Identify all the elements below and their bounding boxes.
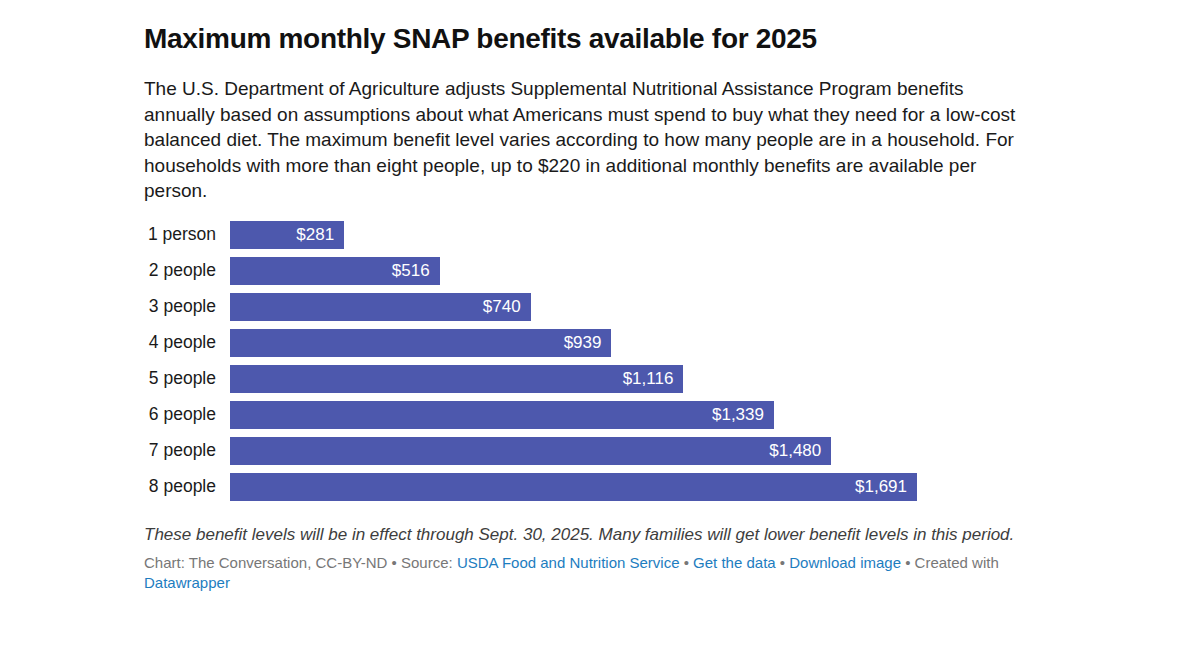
value-label: $1,339 xyxy=(712,405,774,425)
bar-track: $939 xyxy=(230,329,917,357)
bar-chart: 1 person $281 2 people $516 3 people $740 4 pe… xyxy=(144,221,1036,501)
value-label: $1,691 xyxy=(855,477,917,497)
category-label: 7 people xyxy=(144,440,216,461)
bar-row: 5 people $1,116 xyxy=(144,365,1036,393)
credit-separator: • xyxy=(776,554,790,571)
source-link[interactable]: USDA Food and Nutrition Service xyxy=(457,554,680,571)
bar: $281 xyxy=(230,221,344,249)
bar: $516 xyxy=(230,257,440,285)
bar-row: 3 people $740 xyxy=(144,293,1036,321)
bar-track: $1,691 xyxy=(230,473,917,501)
credit-separator: • xyxy=(680,554,694,571)
value-label: $939 xyxy=(564,333,612,353)
category-label: 5 people xyxy=(144,368,216,389)
bar: $1,480 xyxy=(230,437,831,465)
value-label: $1,116 xyxy=(623,369,684,389)
datawrapper-link[interactable]: Datawrapper xyxy=(144,574,230,591)
bar: $1,339 xyxy=(230,401,774,429)
chart-card: Maximum monthly SNAP benefits available … xyxy=(144,22,1036,592)
bar-row: 2 people $516 xyxy=(144,257,1036,285)
bar: $939 xyxy=(230,329,611,357)
bar-track: $281 xyxy=(230,221,917,249)
bar: $1,116 xyxy=(230,365,683,393)
chart-title: Maximum monthly SNAP benefits available … xyxy=(144,22,1036,56)
value-label: $516 xyxy=(392,261,440,281)
download-image-link[interactable]: Download image xyxy=(789,554,901,571)
credit-created-with-text: • Created with xyxy=(901,554,999,571)
category-label: 1 person xyxy=(144,224,216,245)
bar-row: 4 people $939 xyxy=(144,329,1036,357)
chart-credit-line: Chart: The Conversation, CC-BY-ND • Sour… xyxy=(144,553,1036,592)
bar-track: $1,480 xyxy=(230,437,917,465)
bar-row: 6 people $1,339 xyxy=(144,401,1036,429)
bar-track: $740 xyxy=(230,293,917,321)
chart-note: These benefit levels will be in effect t… xyxy=(144,523,1036,547)
chart-description: The U.S. Department of Agriculture adjus… xyxy=(144,76,1036,204)
category-label: 3 people xyxy=(144,296,216,317)
bar-track: $1,116 xyxy=(230,365,917,393)
category-label: 2 people xyxy=(144,260,216,281)
value-label: $281 xyxy=(296,225,344,245)
bar-row: 8 people $1,691 xyxy=(144,473,1036,501)
get-the-data-link[interactable]: Get the data xyxy=(693,554,776,571)
chart-page: Maximum monthly SNAP benefits available … xyxy=(0,0,1200,650)
value-label: $1,480 xyxy=(769,441,831,461)
bar-track: $1,339 xyxy=(230,401,917,429)
credit-prefix-text: Chart: The Conversation, CC-BY-ND • Sour… xyxy=(144,554,457,571)
bar-row: 1 person $281 xyxy=(144,221,1036,249)
bar-row: 7 people $1,480 xyxy=(144,437,1036,465)
bar-track: $516 xyxy=(230,257,917,285)
category-label: 4 people xyxy=(144,332,216,353)
value-label: $740 xyxy=(483,297,531,317)
bar: $1,691 xyxy=(230,473,917,501)
bar: $740 xyxy=(230,293,531,321)
category-label: 6 people xyxy=(144,404,216,425)
category-label: 8 people xyxy=(144,476,216,497)
